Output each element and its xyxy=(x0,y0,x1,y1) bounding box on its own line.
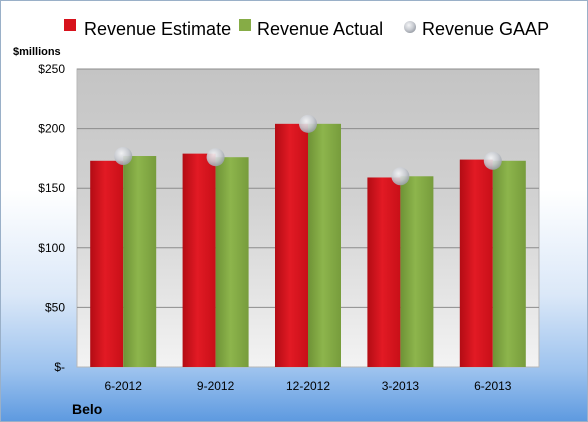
marker-revenue-gaap xyxy=(114,147,133,166)
legend-label-actual: Revenue Actual xyxy=(257,19,383,39)
legend-label-gaap: Revenue GAAP xyxy=(422,19,549,39)
bar-revenue-actual xyxy=(215,157,249,367)
x-tick-label: 6-2013 xyxy=(474,379,512,393)
x-axis-ticks: 6-2012 9-2012 12-2012 3-2013 6-2013 xyxy=(105,379,512,393)
y-tick-label: $100 xyxy=(38,241,65,255)
x-tick-label: 12-2012 xyxy=(286,379,330,393)
x-tick-label: 3-2013 xyxy=(382,379,420,393)
legend-item-gaap: Revenue GAAP xyxy=(404,19,549,39)
bar-revenue-actual xyxy=(123,156,157,367)
y-axis-unit-label: $millions xyxy=(13,46,61,58)
bar-revenue-estimate xyxy=(182,153,216,367)
bar-revenue-actual xyxy=(492,160,526,367)
bar-revenue-estimate xyxy=(275,123,308,367)
y-tick-label: $150 xyxy=(38,181,65,195)
bar-revenue-estimate xyxy=(459,159,493,367)
legend-item-actual: Revenue Actual xyxy=(239,19,383,39)
chart-legend: Revenue Estimate Revenue Actual Revenue … xyxy=(64,19,549,39)
legend-label-estimate: Revenue Estimate xyxy=(84,19,231,39)
gaap-markers xyxy=(114,114,502,186)
y-axis-ticks: $- $50 $100 $150 $200 $250 xyxy=(38,62,65,374)
company-name: Belo xyxy=(72,401,102,417)
x-tick-label: 6-2012 xyxy=(105,379,143,393)
y-tick-label: $200 xyxy=(38,122,65,136)
marker-revenue-gaap xyxy=(483,151,502,170)
marker-revenue-gaap xyxy=(391,167,410,186)
x-tick-label: 9-2012 xyxy=(197,379,235,393)
bar-revenue-estimate xyxy=(90,160,124,367)
y-tick-label: $50 xyxy=(45,300,65,314)
marker-revenue-gaap xyxy=(299,114,317,133)
bar-revenue-actual xyxy=(400,176,434,367)
y-tick-label: $- xyxy=(54,360,65,374)
bar-revenue-estimate xyxy=(367,177,401,367)
marker-revenue-gaap xyxy=(206,148,225,167)
y-tick-label: $250 xyxy=(38,62,65,76)
legend-item-estimate: Revenue Estimate xyxy=(64,19,231,39)
legend-marker-gaap xyxy=(404,21,416,33)
bar-revenue-actual xyxy=(308,123,341,367)
bars xyxy=(90,123,526,367)
legend-swatch-estimate xyxy=(64,19,76,31)
legend-swatch-actual xyxy=(239,19,251,31)
